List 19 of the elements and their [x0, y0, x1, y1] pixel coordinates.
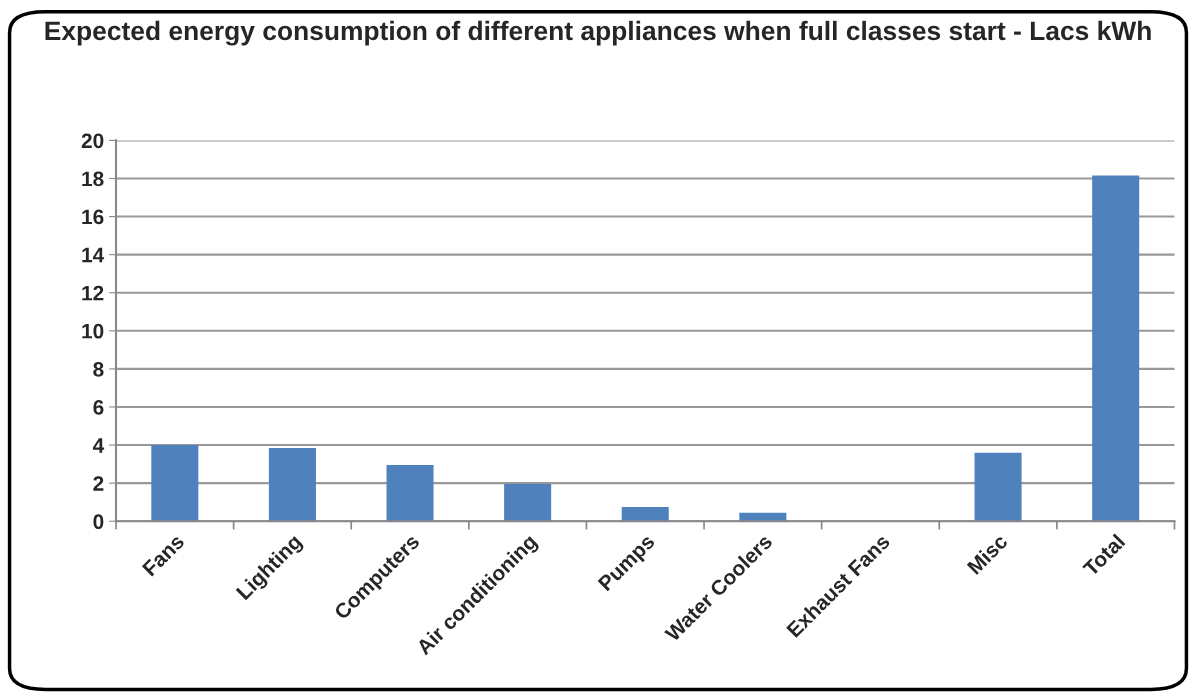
y-tick-label: 18 [82, 171, 104, 187]
bar [974, 452, 1022, 522]
y-tick-label: 0 [93, 514, 104, 529]
bar [621, 506, 669, 522]
y-tick-label: 8 [93, 361, 104, 377]
bar [151, 445, 199, 522]
y-tick-label: 12 [82, 285, 104, 301]
y-tick-label: 16 [82, 209, 104, 225]
y-tick-label: 20 [81, 133, 104, 149]
bar [504, 484, 552, 522]
bar [1092, 175, 1140, 522]
chart-title: Expected energy consumption of different appliances when full classes start - Lacs kWh [45, 20, 1151, 46]
bar [386, 465, 434, 522]
y-tick-label: 14 [82, 247, 105, 263]
y-tick-label: 4 [92, 438, 105, 453]
y-tick-label: 6 [93, 399, 104, 415]
y-tick-label: 2 [93, 476, 104, 491]
y-tick-label: 10 [82, 323, 104, 339]
bar [268, 447, 316, 522]
